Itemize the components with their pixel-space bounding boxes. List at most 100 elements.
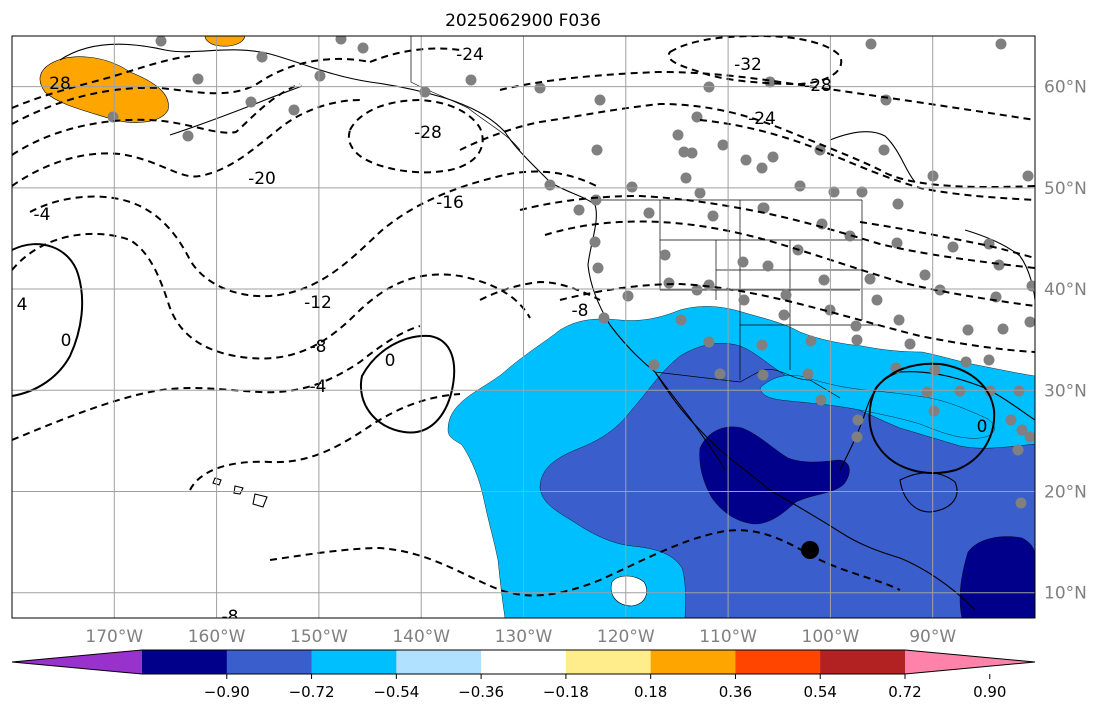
contour-label: 28 bbox=[49, 74, 71, 94]
latitude-tick-labels: 60°N 50°N 40°N 30°N 20°N 10°N bbox=[1044, 78, 1087, 604]
colorbar-tick-label: −0.18 bbox=[543, 683, 589, 701]
colorbar-segment bbox=[650, 650, 736, 674]
station-dot bbox=[1022, 170, 1034, 182]
fill-white-island bbox=[610, 575, 647, 607]
station-dot bbox=[856, 186, 868, 198]
station-dot bbox=[1016, 424, 1028, 436]
lat-tick-label: 20°N bbox=[1044, 482, 1087, 502]
station-dot bbox=[707, 210, 719, 222]
contour-negative bbox=[189, 393, 461, 491]
station-dot bbox=[703, 336, 715, 348]
station-dot bbox=[314, 70, 326, 82]
station-dot bbox=[155, 36, 167, 47]
contour-negative bbox=[699, 119, 1035, 201]
station-dot bbox=[288, 104, 300, 116]
contour-label: -24 bbox=[748, 109, 776, 129]
colorbar-tick-label: −0.72 bbox=[289, 683, 335, 701]
station-markers bbox=[107, 36, 1035, 509]
station-dot bbox=[592, 262, 604, 274]
contour-label: -24 bbox=[456, 45, 484, 65]
fill-orange-top bbox=[204, 36, 246, 47]
map-frame bbox=[11, 35, 1036, 619]
station-dot bbox=[598, 312, 610, 324]
station-dot bbox=[675, 314, 687, 326]
station-dot bbox=[778, 309, 790, 321]
station-dot bbox=[919, 269, 931, 281]
colorbar-segment bbox=[481, 650, 567, 674]
contour-label: -16 bbox=[436, 193, 464, 213]
station-dot bbox=[891, 237, 903, 249]
lat-tick-label: 10°N bbox=[1044, 584, 1087, 604]
lon-tick-label: 120°W bbox=[597, 627, 655, 647]
station-dot bbox=[591, 144, 603, 156]
station-dot bbox=[1024, 431, 1035, 443]
lon-tick-label: 100°W bbox=[802, 627, 860, 647]
figure-title: 2025062900 F036 bbox=[445, 11, 601, 31]
colorbar-segment bbox=[142, 650, 228, 674]
station-dot bbox=[544, 179, 556, 191]
lat-tick-label: 40°N bbox=[1044, 280, 1087, 300]
coast-hudson bbox=[829, 131, 916, 183]
station-dot bbox=[465, 74, 477, 86]
coast-west-na bbox=[549, 181, 976, 611]
station-dot bbox=[678, 146, 690, 158]
colorbar-tick-labels: −0.90 −0.72 −0.54 −0.36 −0.18 0.18 0.36 0.54 0.7… bbox=[204, 674, 1006, 701]
contour-negative bbox=[269, 529, 901, 597]
contour-labels: -24 -32 -28 -24 28 -28 -20 -16 -4 -12 -8 -4 -8 0 0 4 0 -8 bbox=[17, 45, 988, 627]
station-dot bbox=[921, 386, 933, 398]
contour-label: -8 bbox=[222, 607, 239, 627]
lon-tick-label: 90°W bbox=[909, 627, 956, 647]
station-dot bbox=[691, 111, 703, 123]
station-dot bbox=[686, 147, 698, 159]
contour-label: -28 bbox=[804, 76, 832, 96]
storm-center-marker bbox=[801, 541, 819, 559]
station-dot bbox=[929, 364, 941, 376]
station-dot bbox=[984, 385, 996, 397]
contour-zero bbox=[12, 243, 84, 397]
contour-label: 0 bbox=[61, 331, 72, 351]
station-dot bbox=[357, 42, 369, 54]
station-dot bbox=[995, 38, 1007, 50]
colorbar-tick-label: 0.54 bbox=[804, 683, 837, 701]
station-dot bbox=[756, 339, 768, 351]
station-dot bbox=[573, 204, 585, 216]
station-dot bbox=[852, 414, 864, 426]
station-dot bbox=[757, 369, 769, 381]
contour-negative bbox=[12, 83, 301, 156]
station-dot bbox=[589, 236, 601, 248]
station-dot bbox=[245, 96, 257, 108]
station-dot bbox=[893, 314, 905, 326]
station-dot bbox=[865, 38, 877, 50]
colorbar-tick-label: 0.36 bbox=[719, 683, 752, 701]
contour-zero bbox=[868, 362, 996, 474]
colorbar-outline bbox=[11, 649, 1036, 675]
colorbar-segment bbox=[820, 650, 906, 674]
lat-tick-label: 60°N bbox=[1044, 78, 1087, 98]
station-dot bbox=[703, 279, 715, 291]
colorbar-segment bbox=[565, 650, 652, 674]
graticule bbox=[12, 36, 1035, 618]
station-dot bbox=[659, 249, 671, 261]
station-dot bbox=[780, 289, 792, 301]
station-dot bbox=[594, 94, 606, 106]
contour-label: -12 bbox=[304, 293, 332, 313]
contour-negative bbox=[347, 98, 484, 174]
station-dot bbox=[871, 294, 883, 306]
coast-baja bbox=[654, 371, 726, 471]
contour-negative bbox=[12, 325, 421, 441]
coast-hawaii bbox=[212, 477, 268, 508]
contour-label: -20 bbox=[248, 169, 276, 189]
contour-negative bbox=[479, 280, 601, 301]
contour-label: 0 bbox=[977, 417, 988, 437]
station-dot bbox=[878, 144, 890, 156]
station-dot bbox=[717, 139, 729, 151]
station-dot bbox=[714, 368, 726, 380]
station-dot bbox=[993, 259, 1005, 271]
contour-label: 0 bbox=[385, 351, 396, 371]
contour-label: -8 bbox=[310, 337, 327, 357]
colorbar bbox=[11, 649, 1036, 675]
station-dot bbox=[534, 82, 546, 94]
coast-aleutians bbox=[169, 85, 303, 136]
